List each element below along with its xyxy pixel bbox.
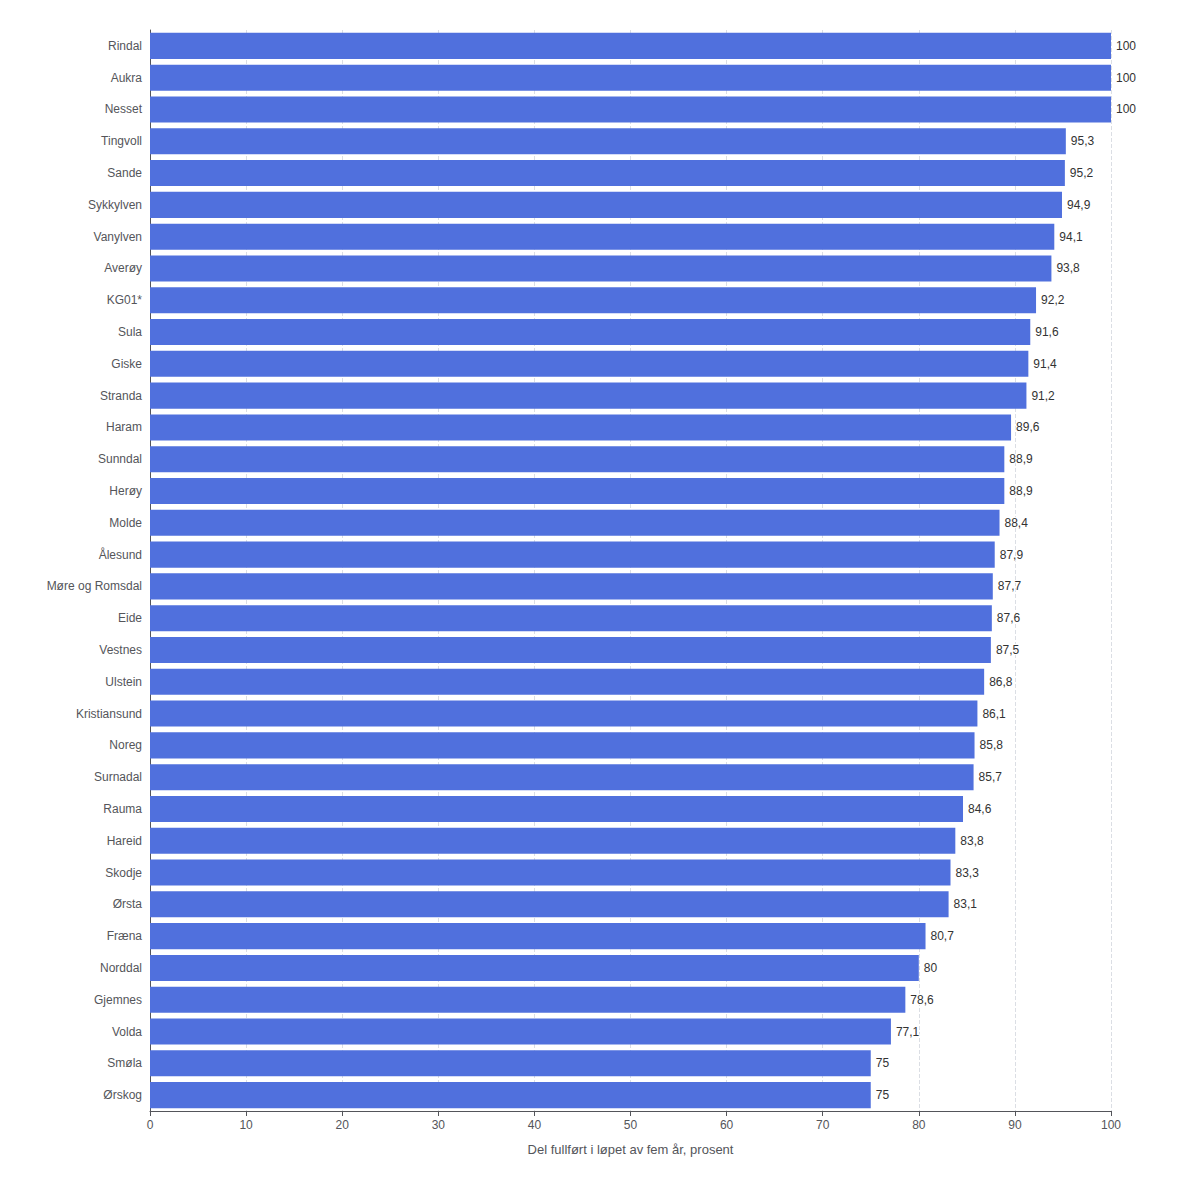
svg-text:Nesset: Nesset [105,102,143,116]
svg-text:Ørsta: Ørsta [113,897,143,911]
svg-text:87,6: 87,6 [997,611,1021,625]
svg-text:78,6: 78,6 [910,993,934,1007]
svg-text:40: 40 [528,1118,542,1132]
svg-text:Sula: Sula [118,325,142,339]
svg-text:93,8: 93,8 [1056,261,1080,275]
svg-text:Stranda: Stranda [100,389,142,403]
svg-text:Ålesund: Ålesund [99,547,142,562]
svg-text:70: 70 [816,1118,830,1132]
svg-text:Tingvoll: Tingvoll [101,134,142,148]
svg-text:89,6: 89,6 [1016,420,1040,434]
svg-text:Eide: Eide [118,611,142,625]
svg-text:Molde: Molde [109,516,142,530]
svg-text:Herøy: Herøy [109,484,142,498]
svg-text:Rindal: Rindal [108,39,142,53]
svg-text:Ulstein: Ulstein [105,675,142,689]
svg-text:Skodje: Skodje [105,866,142,880]
svg-text:91,2: 91,2 [1031,389,1055,403]
svg-text:Hareid: Hareid [107,834,142,848]
svg-text:83,8: 83,8 [960,834,984,848]
svg-text:94,1: 94,1 [1059,230,1083,244]
svg-text:100: 100 [1116,39,1136,53]
svg-text:Aukra: Aukra [111,71,143,85]
svg-text:60: 60 [720,1118,734,1132]
svg-text:KG01*: KG01* [107,293,143,307]
svg-text:75: 75 [876,1088,890,1102]
svg-text:Fræna: Fræna [107,929,143,943]
svg-text:Volda: Volda [112,1025,142,1039]
svg-text:Sunndal: Sunndal [98,452,142,466]
svg-text:100: 100 [1116,71,1136,85]
svg-text:84,6: 84,6 [968,802,992,816]
svg-text:Noreg: Noreg [109,738,142,752]
svg-text:Sande: Sande [107,166,142,180]
svg-text:91,6: 91,6 [1035,325,1059,339]
svg-text:Haram: Haram [106,420,142,434]
svg-text:Rauma: Rauma [103,802,142,816]
svg-text:87,9: 87,9 [1000,548,1024,562]
svg-text:88,4: 88,4 [1005,516,1029,530]
svg-text:85,7: 85,7 [979,770,1003,784]
svg-text:83,1: 83,1 [954,897,978,911]
svg-text:90: 90 [1008,1118,1022,1132]
svg-text:Vestnes: Vestnes [99,643,142,657]
svg-text:Sykkylven: Sykkylven [88,198,142,212]
svg-text:85,8: 85,8 [980,738,1004,752]
svg-text:Surnadal: Surnadal [94,770,142,784]
svg-text:Vanylven: Vanylven [94,230,142,244]
svg-text:95,3: 95,3 [1071,134,1095,148]
svg-text:80: 80 [912,1118,926,1132]
svg-text:30: 30 [432,1118,446,1132]
svg-text:Gjemnes: Gjemnes [94,993,142,1007]
svg-text:100: 100 [1116,102,1136,116]
svg-text:Norddal: Norddal [100,961,142,975]
svg-text:Smøla: Smøla [107,1056,142,1070]
svg-text:Kristiansund: Kristiansund [76,707,142,721]
svg-text:86,1: 86,1 [982,707,1006,721]
svg-text:0: 0 [147,1118,154,1132]
svg-text:91,4: 91,4 [1033,357,1057,371]
svg-text:88,9: 88,9 [1009,484,1033,498]
svg-text:83,3: 83,3 [956,866,980,880]
svg-text:92,2: 92,2 [1041,293,1065,307]
svg-text:100: 100 [1101,1118,1121,1132]
svg-text:Averøy: Averøy [104,261,142,275]
svg-text:80,7: 80,7 [931,929,955,943]
svg-text:94,9: 94,9 [1067,198,1091,212]
svg-text:20: 20 [336,1118,350,1132]
svg-text:80: 80 [924,961,938,975]
svg-text:Del fullført i løpet av fem år: Del fullført i løpet av fem år, prosent [528,1142,734,1157]
svg-text:95,2: 95,2 [1070,166,1094,180]
svg-text:87,5: 87,5 [996,643,1020,657]
svg-text:77,1: 77,1 [896,1025,920,1039]
svg-text:75: 75 [876,1056,890,1070]
svg-text:10: 10 [239,1118,253,1132]
svg-text:Ørskog: Ørskog [103,1088,142,1102]
svg-text:Giske: Giske [111,357,142,371]
svg-text:50: 50 [624,1118,638,1132]
svg-text:86,8: 86,8 [989,675,1013,689]
svg-text:88,9: 88,9 [1009,452,1033,466]
svg-text:Møre og Romsdal: Møre og Romsdal [47,579,142,593]
svg-text:87,7: 87,7 [998,579,1022,593]
